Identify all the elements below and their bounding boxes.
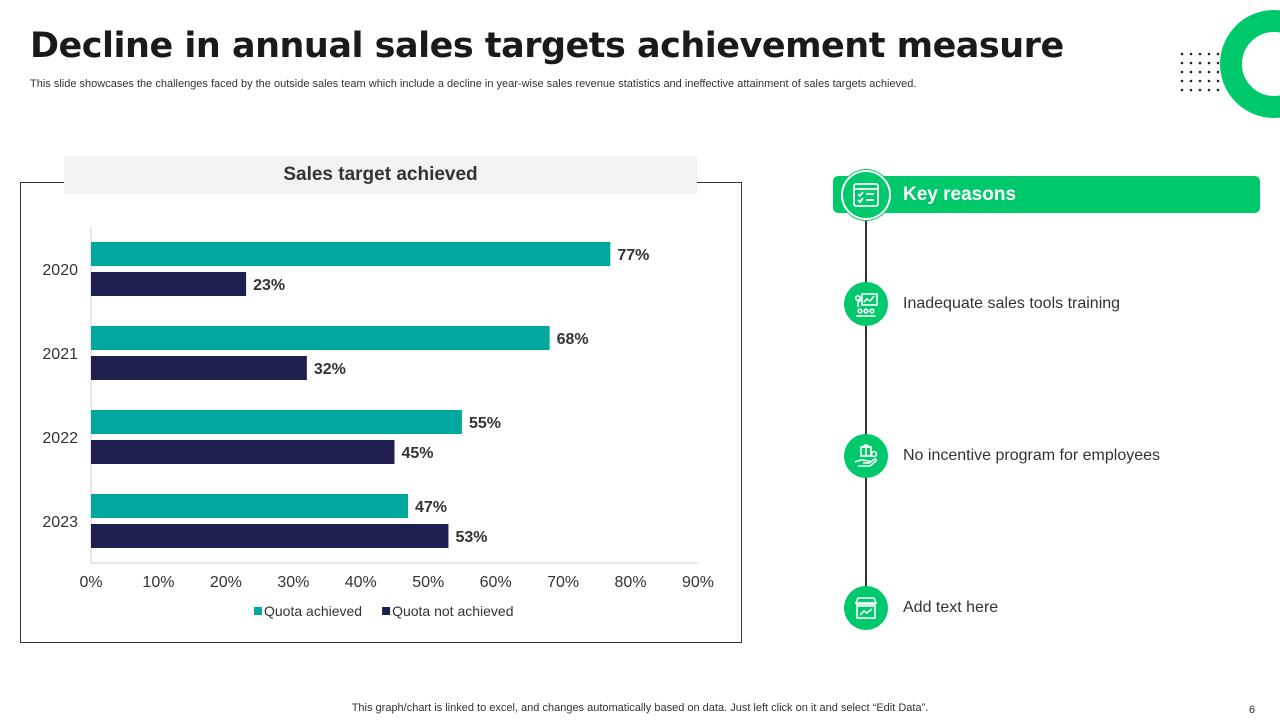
decorative-ring xyxy=(1220,10,1280,118)
page-subtitle: This slide showcases the challenges face… xyxy=(30,78,917,90)
y-tick-label: 2022 xyxy=(42,430,78,447)
y-tick-label: 2023 xyxy=(42,514,78,531)
reason-item-2: No incentive program for employees xyxy=(903,447,1161,464)
x-tick-label: 80% xyxy=(615,574,647,591)
x-tick-label: 20% xyxy=(210,574,242,591)
data-label: 47% xyxy=(415,499,447,516)
data-label: 77% xyxy=(617,247,649,264)
data-label: 45% xyxy=(402,445,434,462)
data-label: 68% xyxy=(557,331,589,348)
key-reasons-bar xyxy=(833,176,1260,213)
storefront-icon xyxy=(844,586,888,630)
reason-item-3: Add text here xyxy=(903,599,999,616)
page-title: Decline in annual sales targets achievem… xyxy=(30,26,1064,66)
chart-title: Sales target achieved xyxy=(64,156,697,194)
x-tick-label: 60% xyxy=(480,574,512,591)
bar-quota-not-achieved xyxy=(91,356,307,380)
hand-gift-icon xyxy=(844,434,888,478)
data-label: 53% xyxy=(455,529,487,546)
bar-quota-achieved xyxy=(91,326,550,350)
x-tick-label: 30% xyxy=(277,574,309,591)
bar-quota-not-achieved xyxy=(91,272,247,296)
bar-chart: 2020 77% 23% 2021 68% 32% 2022 55% 45% 2023 47% 53%… xyxy=(42,227,714,619)
x-tick-label: 90% xyxy=(682,574,714,591)
x-tick-label: 10% xyxy=(142,574,174,591)
y-tick-label: 2021 xyxy=(42,346,78,363)
x-tick-label: 0% xyxy=(79,574,102,591)
reason-item-1: Inadequate sales tools training xyxy=(903,295,1121,312)
y-tick-label: 2020 xyxy=(42,262,78,279)
data-label: 23% xyxy=(253,277,285,294)
timeline-line xyxy=(865,213,867,608)
bar-quota-not-achieved xyxy=(91,440,395,464)
legend-label: Quota achieved xyxy=(264,603,362,619)
bar-quota-achieved xyxy=(91,410,462,434)
page-number: 6 xyxy=(1249,704,1256,716)
decorative-dot-grid xyxy=(1180,52,1220,92)
x-tick-label: 50% xyxy=(412,574,444,591)
legend-label: Quota not achieved xyxy=(392,603,513,619)
data-label: 32% xyxy=(314,361,346,378)
legend-swatch xyxy=(254,607,262,615)
checklist-icon xyxy=(841,170,891,220)
data-label: 55% xyxy=(469,415,501,432)
legend-swatch xyxy=(382,607,391,615)
footer-note: This graph/chart is linked to excel, and… xyxy=(351,702,929,714)
presentation-training-icon xyxy=(844,282,888,326)
bar-quota-achieved xyxy=(91,494,408,518)
x-tick-label: 40% xyxy=(345,574,377,591)
x-tick-label: 70% xyxy=(547,574,579,591)
bar-quota-not-achieved xyxy=(91,524,449,548)
key-reasons-title: Key reasons xyxy=(903,184,1017,205)
bar-quota-achieved xyxy=(91,242,611,266)
